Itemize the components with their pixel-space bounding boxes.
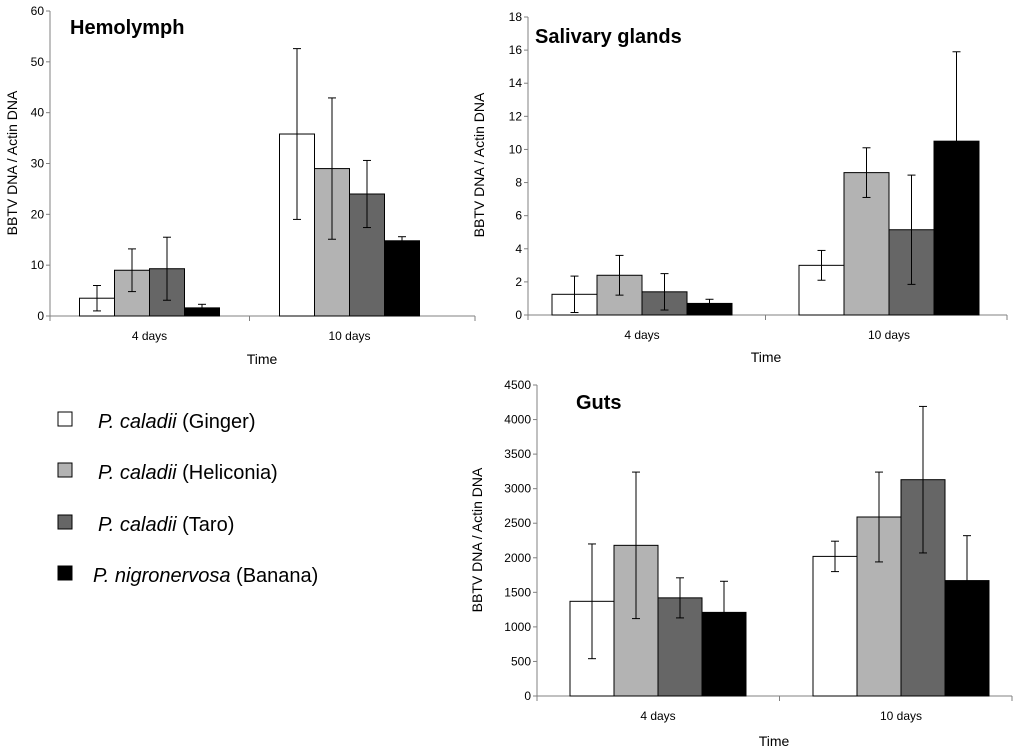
hemolymph-x-tick-label: 4 days	[132, 329, 167, 343]
salivary-x-tick-label: 4 days	[624, 328, 659, 342]
legend-item-heliconia: P. caladii (Heliconia)	[57, 462, 278, 484]
legend-species-taro: P. caladii	[98, 514, 177, 536]
guts-y-tick-label: 2500	[504, 516, 531, 530]
legend-host-taro: (Taro)	[177, 514, 235, 536]
svg-text:P. nigronervosa (Banana): P. nigronervosa (Banana)	[93, 565, 318, 587]
guts-y-tick-label: 0	[524, 689, 531, 703]
salivary-y-tick-label: 12	[509, 109, 523, 123]
hemolymph-y-tick-label: 30	[31, 157, 45, 171]
salivary-y-tick-label: 4	[515, 242, 522, 256]
guts-y-tick-label: 3500	[504, 447, 531, 461]
legend-host-banana: (Banana)	[231, 565, 319, 587]
salivary-y-tick-label: 14	[509, 76, 523, 90]
chart-guts: BBTV DNA / Actin DNA Guts Time 0 500 1000 1…	[469, 378, 1013, 749]
hemolymph-y-tick-label: 20	[31, 207, 45, 221]
svg-text:P. caladii (Heliconia): P. caladii (Heliconia)	[98, 462, 278, 484]
guts-y-axis-label: BBTV DNA / Actin DNA	[469, 467, 485, 612]
legend-item-ginger: P. caladii (Ginger)	[57, 411, 255, 433]
chart-salivary-glands: BBTV DNA / Actin DNA Salivary glands Tim…	[471, 10, 1008, 365]
guts-title: Guts	[576, 392, 622, 414]
guts-y-tick-label: 500	[511, 654, 531, 668]
salivary-y-tick-label: 10	[509, 142, 523, 156]
guts-y-tick-label: 3000	[504, 482, 531, 496]
salivary-y-tick-label: 8	[515, 176, 522, 190]
guts-y-tick-label: 4000	[504, 413, 531, 427]
legend-swatch-heliconia	[57, 462, 73, 478]
legend-species-heliconia: P. caladii	[98, 462, 177, 484]
legend-swatch-taro	[57, 514, 73, 530]
salivary-y-tick-label: 6	[515, 209, 522, 223]
hemolymph-x-tick-label: 10 days	[328, 329, 370, 343]
hemolymph-y-tick-label: 50	[31, 55, 45, 69]
salivary-y-axis-label: BBTV DNA / Actin DNA	[471, 92, 487, 237]
hemolymph-x-axis-label: Time	[247, 351, 278, 367]
guts-x-axis-label: Time	[759, 733, 790, 749]
legend: P. caladii (Ginger) P. caladii (Heliconi…	[57, 411, 318, 587]
guts-x-tick-label: 10 days	[880, 709, 922, 723]
guts-bar-ginger-1	[812, 555, 858, 697]
legend-host-ginger: (Ginger)	[177, 411, 256, 433]
hemolymph-y-tick-label: 0	[37, 309, 44, 323]
guts-y-tick-label: 2000	[504, 551, 531, 565]
salivary-y-tick-label: 0	[515, 308, 522, 322]
salivary-y-tick-label: 18	[509, 10, 523, 24]
hemolymph-y-tick-label: 10	[31, 258, 45, 272]
guts-y-tick-label: 1500	[504, 585, 531, 599]
legend-host-heliconia: (Heliconia)	[177, 462, 278, 484]
legend-item-banana: P. nigronervosa (Banana)	[57, 565, 318, 587]
salivary-y-tick-label: 16	[509, 43, 523, 57]
chart-hemolymph: BBTV DNA / Actin DNA Hemolymph Time 0 10 2…	[4, 4, 476, 367]
guts-y-tick-label: 4500	[504, 378, 531, 392]
legend-swatch-ginger	[57, 411, 73, 427]
hemolymph-y-tick-label: 60	[31, 4, 45, 18]
svg-text:P. caladii (Ginger): P. caladii (Ginger)	[98, 411, 255, 433]
legend-species-ginger: P. caladii	[98, 411, 177, 433]
hemolymph-bar-banana-1	[384, 240, 420, 317]
salivary-x-tick-label: 10 days	[868, 328, 910, 342]
legend-item-taro: P. caladii (Taro)	[57, 514, 234, 536]
salivary-x-axis-label: Time	[751, 349, 782, 365]
guts-x-tick-label: 4 days	[640, 709, 675, 723]
hemolymph-title: Hemolymph	[70, 17, 184, 39]
hemolymph-y-axis-label: BBTV DNA / Actin DNA	[4, 90, 20, 235]
hemolymph-y-tick-label: 40	[31, 106, 45, 120]
legend-species-banana: P. nigronervosa	[93, 565, 231, 587]
salivary-title: Salivary glands	[535, 26, 682, 48]
svg-text:P. caladii (Taro): P. caladii (Taro)	[98, 514, 234, 536]
salivary-y-tick-label: 2	[515, 275, 522, 289]
guts-y-tick-label: 1000	[504, 620, 531, 634]
legend-swatch-banana	[57, 565, 73, 581]
